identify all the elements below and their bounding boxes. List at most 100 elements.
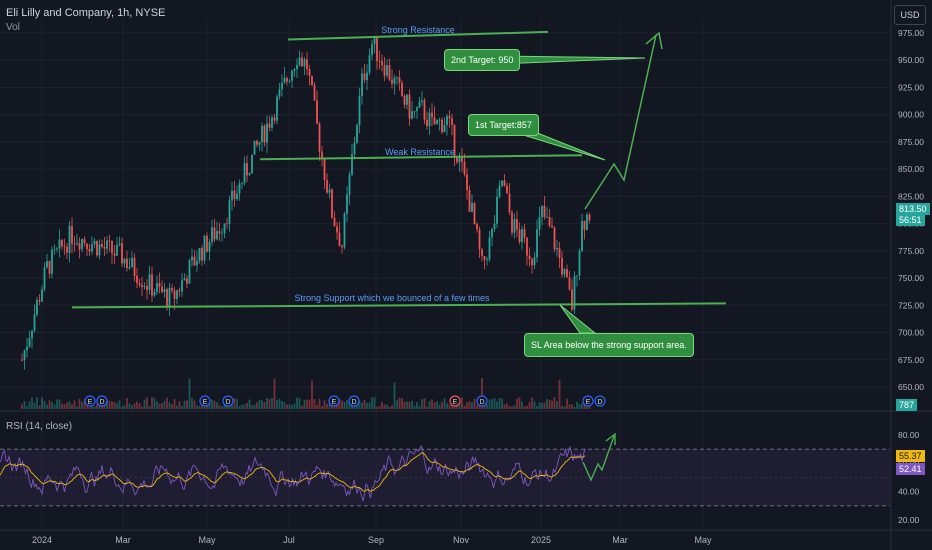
volume-bar <box>473 398 476 409</box>
volume-bar <box>248 399 251 409</box>
candle-body <box>186 278 188 284</box>
candle-body <box>461 156 463 162</box>
volume-bar <box>506 403 508 409</box>
candle-body <box>361 73 363 97</box>
rsi-projection <box>582 435 615 482</box>
volume-bar <box>348 400 351 409</box>
volume-bar <box>306 399 308 409</box>
candle-body <box>171 288 173 291</box>
candle-body <box>446 116 448 125</box>
volume-bar <box>293 403 296 409</box>
volume-bar <box>156 401 158 409</box>
volume-bar <box>386 404 388 409</box>
candle-body <box>261 125 263 143</box>
candle-body <box>166 289 168 307</box>
volume-bar <box>256 402 258 409</box>
candle-body <box>91 244 93 252</box>
candle-body <box>331 189 333 218</box>
event-marker-letter: D <box>479 399 484 406</box>
volume-bar <box>428 401 431 409</box>
candle-body <box>298 57 301 65</box>
volume-bar <box>431 399 433 409</box>
candle-body <box>41 289 43 302</box>
candle-body <box>248 173 251 176</box>
candle-body <box>396 77 398 79</box>
volume-bar <box>21 404 23 409</box>
candle-body <box>168 288 171 307</box>
volume-bar <box>236 399 238 409</box>
candle-body <box>496 196 498 224</box>
volume-bar <box>503 404 506 409</box>
volume-bar <box>178 401 181 409</box>
volume-bar <box>238 406 241 409</box>
candle-body <box>136 275 138 284</box>
weak-resistance-line <box>259 154 583 161</box>
candle-body <box>571 289 573 310</box>
candle-body <box>441 119 443 133</box>
volume-bar <box>23 401 26 409</box>
candle-body <box>198 248 201 262</box>
volume-bar <box>578 404 581 409</box>
candle-body <box>398 77 401 83</box>
volume-bar <box>371 397 373 409</box>
candle-body <box>476 223 478 230</box>
volume-bar <box>36 397 38 409</box>
candle-body <box>278 89 281 97</box>
event-marker <box>582 395 594 407</box>
candle-body <box>316 100 318 124</box>
strong-support-label: Strong Support which we bounced of a few… <box>294 293 490 303</box>
candle-body <box>501 180 503 186</box>
candle-body <box>561 257 563 275</box>
candle-body <box>378 61 381 62</box>
candle-body <box>326 180 328 193</box>
candle-body <box>301 57 303 67</box>
volume-bar <box>376 406 378 409</box>
volume-bar <box>543 402 546 409</box>
candle-body <box>243 163 246 183</box>
volume-bar <box>193 400 196 409</box>
last-price-tag: 813.50 <box>896 203 930 215</box>
candle-body <box>353 142 356 155</box>
candle-body <box>276 96 278 121</box>
candle-body <box>548 216 551 226</box>
event-marker <box>96 395 108 407</box>
candle-body <box>208 242 211 252</box>
candle-body <box>563 269 566 275</box>
candle-body <box>266 123 268 143</box>
volume-bar <box>378 406 381 409</box>
strong-resistance-label: Strong Resistance <box>381 25 455 35</box>
candle-body <box>493 223 496 229</box>
volume-bar <box>488 399 491 409</box>
volume-bar <box>148 406 151 409</box>
candle-body <box>338 232 341 246</box>
event-marker <box>594 395 606 407</box>
candle-body <box>218 231 221 234</box>
currency-button[interactable]: USD <box>894 5 926 25</box>
candle-body <box>233 190 236 200</box>
candle-body <box>343 213 346 248</box>
strong-support-line <box>71 302 727 309</box>
volume-bar <box>408 401 411 409</box>
volume-bar <box>63 404 66 409</box>
candle-body <box>308 69 311 76</box>
rsi-ma-tag: 52.41 <box>896 463 925 475</box>
candle-body <box>181 280 183 292</box>
candle-body <box>466 174 468 191</box>
volume-bar <box>436 401 438 409</box>
candle-body <box>573 276 576 310</box>
volume-bar <box>188 378 191 409</box>
candle-body <box>263 125 266 143</box>
volume-bar <box>496 401 498 409</box>
candle-body <box>231 190 233 201</box>
event-marker <box>449 395 461 407</box>
volume-bar <box>343 401 346 409</box>
candle-body <box>323 158 326 181</box>
volume-bar <box>138 403 141 409</box>
y-tick-label: 750.00 <box>898 273 924 283</box>
candle-body <box>221 233 223 234</box>
event-marker <box>328 395 340 407</box>
volume-bar <box>346 400 348 409</box>
volume-bar <box>113 401 116 409</box>
candle-body <box>516 219 518 230</box>
